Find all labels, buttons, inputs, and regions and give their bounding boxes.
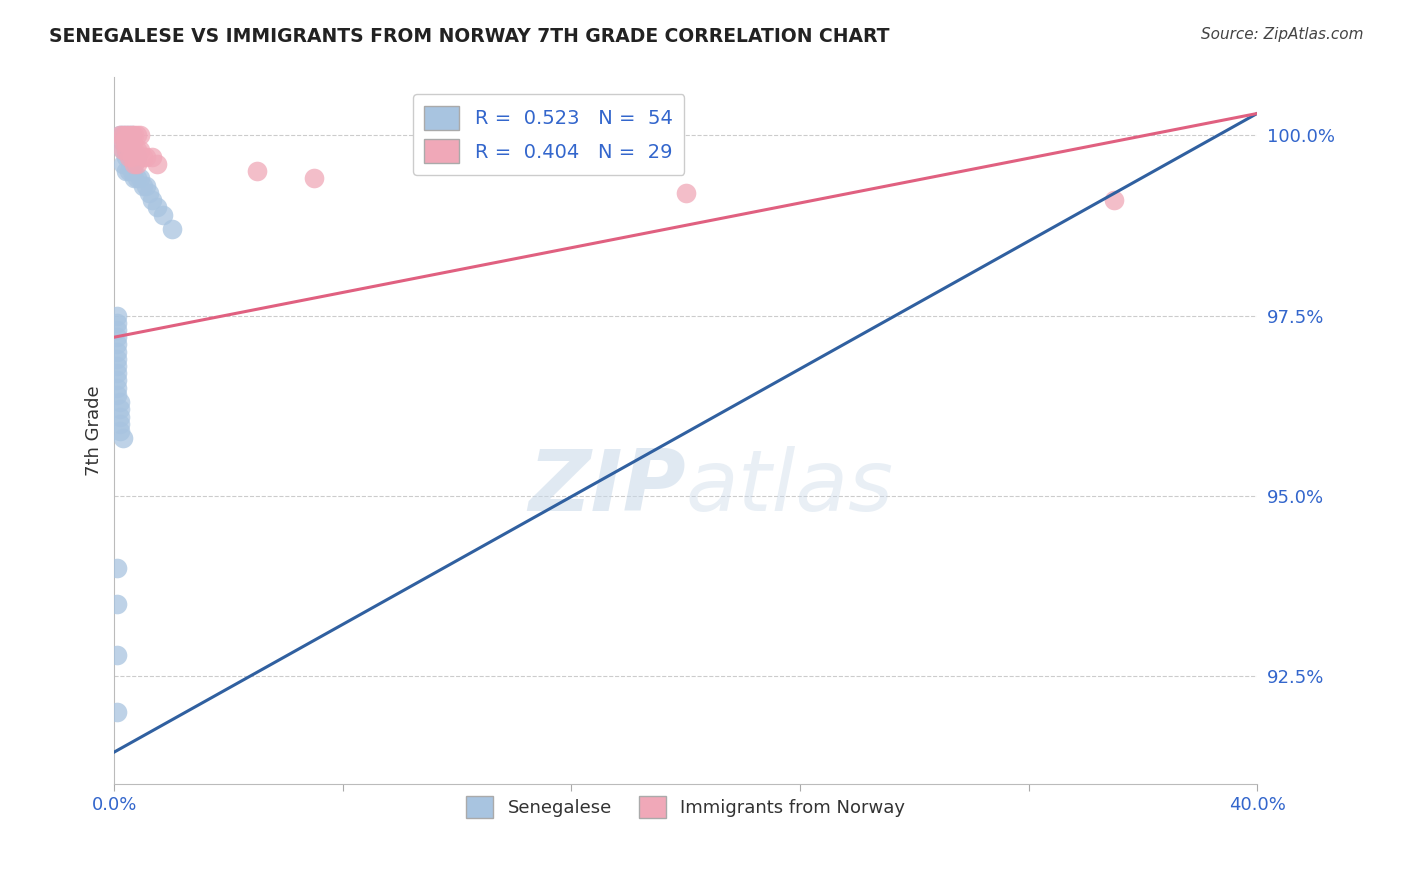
- Point: [111, 128, 134, 143]
- Point: [121, 136, 143, 150]
- Point: [115, 128, 138, 143]
- Point: [105, 561, 128, 575]
- Text: Source: ZipAtlas.com: Source: ZipAtlas.com: [1201, 27, 1364, 42]
- Point: [121, 128, 143, 143]
- Point: [105, 648, 128, 662]
- Point: [108, 395, 131, 409]
- Point: [124, 157, 146, 171]
- Point: [105, 706, 128, 720]
- Point: [675, 186, 697, 200]
- Point: [127, 150, 149, 164]
- Point: [115, 143, 138, 157]
- Text: SENEGALESE VS IMMIGRANTS FROM NORWAY 7TH GRADE CORRELATION CHART: SENEGALESE VS IMMIGRANTS FROM NORWAY 7TH…: [49, 27, 890, 45]
- Point: [105, 366, 128, 380]
- Point: [127, 171, 149, 186]
- Point: [115, 150, 138, 164]
- Point: [108, 424, 131, 438]
- Point: [121, 150, 143, 164]
- Point: [111, 128, 134, 143]
- Point: [118, 143, 141, 157]
- Point: [108, 128, 131, 143]
- Point: [105, 351, 128, 366]
- Point: [118, 136, 141, 150]
- Point: [115, 136, 138, 150]
- Point: [135, 150, 157, 164]
- Point: [105, 330, 128, 344]
- Point: [160, 222, 183, 236]
- Point: [129, 171, 152, 186]
- Point: [127, 157, 149, 171]
- Point: [146, 200, 169, 214]
- Point: [105, 388, 128, 402]
- Point: [105, 309, 128, 323]
- Y-axis label: 7th Grade: 7th Grade: [86, 385, 103, 476]
- Point: [121, 143, 143, 157]
- Point: [115, 164, 138, 178]
- Point: [111, 143, 134, 157]
- Point: [118, 128, 141, 143]
- Point: [152, 207, 174, 221]
- Point: [246, 164, 269, 178]
- Text: atlas: atlas: [686, 446, 894, 529]
- Point: [304, 171, 326, 186]
- Point: [105, 359, 128, 373]
- Point: [124, 157, 146, 171]
- Point: [129, 143, 152, 157]
- Point: [121, 164, 143, 178]
- Point: [118, 150, 141, 164]
- Point: [115, 136, 138, 150]
- Point: [105, 316, 128, 330]
- Point: [132, 178, 155, 193]
- Point: [108, 409, 131, 424]
- Point: [132, 150, 155, 164]
- Point: [108, 128, 131, 143]
- Point: [111, 157, 134, 171]
- Point: [111, 136, 134, 150]
- Point: [105, 337, 128, 351]
- Point: [105, 381, 128, 395]
- Point: [111, 136, 134, 150]
- Text: ZIP: ZIP: [529, 446, 686, 529]
- Point: [118, 150, 141, 164]
- Point: [118, 164, 141, 178]
- Point: [115, 128, 138, 143]
- Point: [135, 178, 157, 193]
- Point: [127, 128, 149, 143]
- Point: [118, 128, 141, 143]
- Point: [124, 150, 146, 164]
- Point: [111, 431, 134, 445]
- Point: [105, 323, 128, 337]
- Point: [115, 143, 138, 157]
- Point: [138, 186, 160, 200]
- Point: [1102, 193, 1125, 207]
- Point: [105, 597, 128, 611]
- Point: [141, 193, 163, 207]
- Point: [121, 128, 143, 143]
- Point: [141, 150, 163, 164]
- Point: [129, 128, 152, 143]
- Point: [124, 171, 146, 186]
- Point: [111, 143, 134, 157]
- Point: [127, 143, 149, 157]
- Point: [108, 417, 131, 431]
- Point: [105, 373, 128, 387]
- Point: [124, 143, 146, 157]
- Point: [108, 402, 131, 417]
- Legend: Senegalese, Immigrants from Norway: Senegalese, Immigrants from Norway: [458, 789, 912, 825]
- Point: [105, 344, 128, 359]
- Point: [118, 136, 141, 150]
- Point: [121, 157, 143, 171]
- Point: [124, 128, 146, 143]
- Point: [146, 157, 169, 171]
